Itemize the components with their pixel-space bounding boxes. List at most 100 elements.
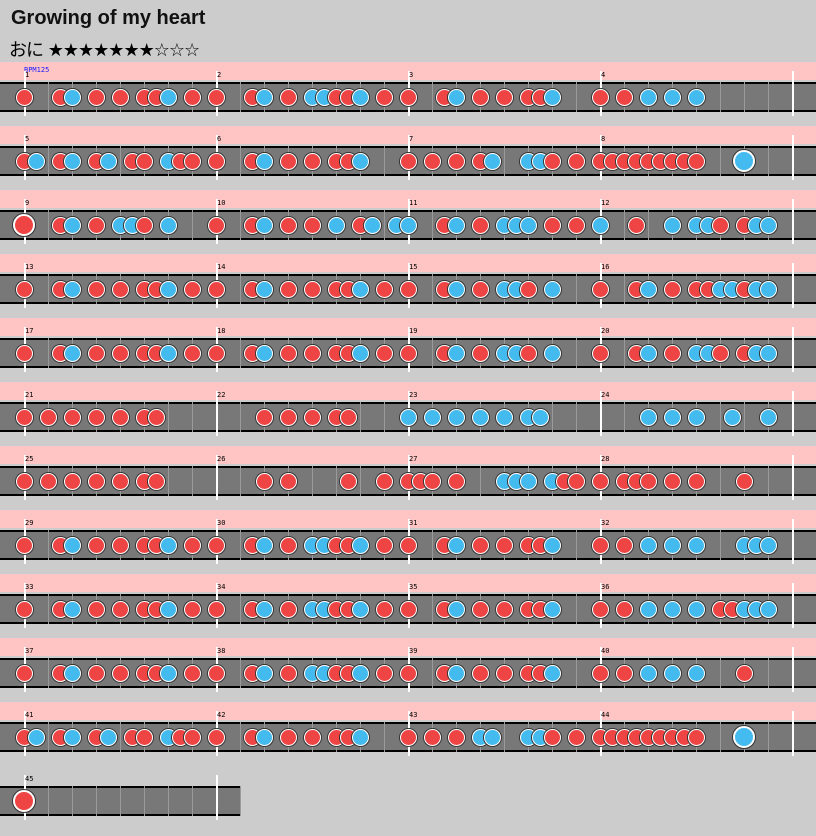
- ka-note: [63, 536, 81, 554]
- don-note: [87, 344, 105, 362]
- don-note: [471, 344, 489, 362]
- don-note: [135, 216, 153, 234]
- measure-number: 23: [409, 391, 418, 399]
- beat-line: [360, 466, 361, 496]
- beat-line: [192, 786, 193, 816]
- ka-note: [759, 280, 777, 298]
- measure-number: 7: [409, 135, 414, 143]
- measure-bar: [792, 583, 794, 628]
- don-note: [591, 472, 609, 490]
- ka-note: [255, 536, 273, 554]
- ka-note: [663, 88, 681, 106]
- ka-note: [99, 728, 117, 746]
- ka-note: [663, 600, 681, 618]
- measure-number: 38: [217, 647, 226, 655]
- beat-line: [192, 210, 193, 240]
- measure-number: 20: [601, 327, 610, 335]
- star-empty-icon: ☆: [153, 40, 170, 61]
- don-note: [111, 344, 129, 362]
- ka-note: [663, 408, 681, 426]
- beat-line: [576, 402, 577, 432]
- don-note: [663, 344, 681, 362]
- ka-note: [639, 408, 657, 426]
- beat-line: [48, 594, 49, 624]
- big-ka-note: [733, 150, 755, 172]
- don-note: [567, 728, 585, 746]
- beat-line: [240, 210, 241, 240]
- ka-note: [543, 280, 561, 298]
- beat-line: [240, 274, 241, 304]
- beat-line: [168, 466, 169, 496]
- don-note: [591, 536, 609, 554]
- don-note: [663, 280, 681, 298]
- don-note: [207, 536, 225, 554]
- measure-number: 25: [25, 455, 34, 463]
- beat-line: [168, 786, 169, 816]
- ka-note: [471, 408, 489, 426]
- beat-line: [48, 658, 49, 688]
- beat-line: [648, 210, 649, 240]
- don-note: [447, 728, 465, 746]
- ka-note: [543, 344, 561, 362]
- measure-bar: [600, 391, 602, 436]
- beat-line: [120, 146, 121, 176]
- don-note: [111, 472, 129, 490]
- don-note: [279, 472, 297, 490]
- chart-row: 13 14 15 16: [0, 254, 816, 324]
- ka-note: [351, 88, 369, 106]
- ka-note: [399, 408, 417, 426]
- beat-line: [240, 530, 241, 560]
- measure-bar: [792, 519, 794, 564]
- measure-number: 18: [217, 327, 226, 335]
- beat-line: [720, 722, 721, 752]
- don-note: [279, 536, 297, 554]
- chart-row: 33 34 35 36: [0, 574, 816, 644]
- chart-row: BPM125 1 2 3 4: [0, 62, 816, 132]
- ka-note: [639, 88, 657, 106]
- don-note: [423, 152, 441, 170]
- don-note: [15, 344, 33, 362]
- ka-note: [159, 88, 177, 106]
- ka-note: [639, 536, 657, 554]
- don-note: [711, 344, 729, 362]
- measure-bar: [216, 391, 218, 436]
- beat-line: [432, 274, 433, 304]
- don-note: [663, 472, 681, 490]
- don-note: [87, 472, 105, 490]
- don-note: [399, 600, 417, 618]
- ka-note: [447, 664, 465, 682]
- beat-line: [48, 722, 49, 752]
- don-note: [615, 600, 633, 618]
- don-note: [87, 88, 105, 106]
- don-note: [87, 408, 105, 426]
- don-note: [15, 664, 33, 682]
- beat-line: [240, 658, 241, 688]
- don-note: [303, 280, 321, 298]
- measure-number: 36: [601, 583, 610, 591]
- don-note: [87, 664, 105, 682]
- measure-bar: [792, 135, 794, 180]
- don-note: [375, 472, 393, 490]
- star-rating: ★★★★★★★☆☆☆: [48, 40, 200, 61]
- ka-note: [255, 344, 273, 362]
- beat-line: [768, 466, 769, 496]
- ka-note: [99, 152, 117, 170]
- don-note: [399, 344, 417, 362]
- ka-note: [483, 152, 501, 170]
- don-note: [207, 664, 225, 682]
- don-note: [471, 536, 489, 554]
- don-note: [399, 280, 417, 298]
- don-note: [399, 664, 417, 682]
- measure-number: 16: [601, 263, 610, 271]
- ka-note: [447, 600, 465, 618]
- measure-number: 11: [409, 199, 418, 207]
- beat-line: [240, 82, 241, 112]
- don-note: [111, 88, 129, 106]
- don-note: [207, 344, 225, 362]
- don-note: [375, 344, 393, 362]
- measure-number: 22: [217, 391, 226, 399]
- don-note: [375, 280, 393, 298]
- don-note: [207, 280, 225, 298]
- star-filled-icon: ★: [93, 40, 109, 61]
- don-note: [339, 408, 357, 426]
